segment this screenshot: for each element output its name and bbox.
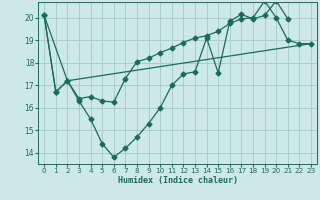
X-axis label: Humidex (Indice chaleur): Humidex (Indice chaleur) — [118, 176, 238, 185]
